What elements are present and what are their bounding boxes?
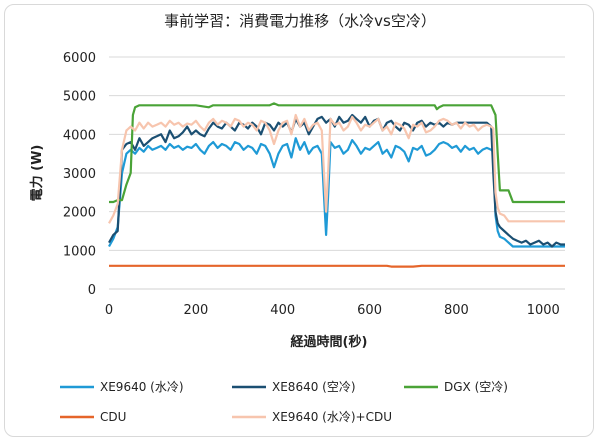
y-tick-label: 0 xyxy=(88,283,96,298)
y-tick-label: 5000 xyxy=(63,90,96,105)
legend-label: CDU xyxy=(100,410,126,424)
chart-title: 事前学習：消費電力推移（水冷vs空冷） xyxy=(164,12,436,30)
x-tick-label: 1000 xyxy=(527,303,560,318)
y-tick-label: 6000 xyxy=(63,51,96,66)
x-tick-label: 400 xyxy=(270,303,295,318)
x-tick-label: 0 xyxy=(105,303,113,318)
legend-label: XE8640 (空冷) xyxy=(272,380,356,394)
legend-label: XE9640 (水冷) xyxy=(100,380,184,394)
series-line-3 xyxy=(109,102,565,204)
series-line-2 xyxy=(108,113,565,248)
x-tick-label: 600 xyxy=(357,303,382,318)
series-line-5 xyxy=(108,113,565,224)
y-axis-label: 電力 (W) xyxy=(29,145,45,202)
x-axis-label: 経過時間(秒) xyxy=(291,334,368,350)
legend-label: XE9640 (水冷)+CDU xyxy=(272,410,392,424)
y-tick-label: 4000 xyxy=(63,128,96,143)
x-tick-label: 800 xyxy=(444,303,469,318)
legend: XE9640 (水冷) XE8640 (空冷) DGX (空冷) CDU XE9640 … xyxy=(60,380,508,424)
grid xyxy=(109,56,565,251)
series-line-1 xyxy=(108,137,565,248)
y-tick-label: 2000 xyxy=(63,206,96,221)
series-lines xyxy=(108,102,565,268)
y-tick-label: 3000 xyxy=(63,167,96,182)
x-axis-ticks: 0 200 400 600 800 1000 xyxy=(105,303,560,318)
series-line-4 xyxy=(109,264,565,268)
x-tick-label: 200 xyxy=(183,303,208,318)
legend-label: DGX (空冷) xyxy=(444,380,508,394)
y-axis-ticks: 0 1000 2000 3000 4000 5000 6000 xyxy=(63,51,96,298)
y-tick-label: 1000 xyxy=(63,244,96,259)
